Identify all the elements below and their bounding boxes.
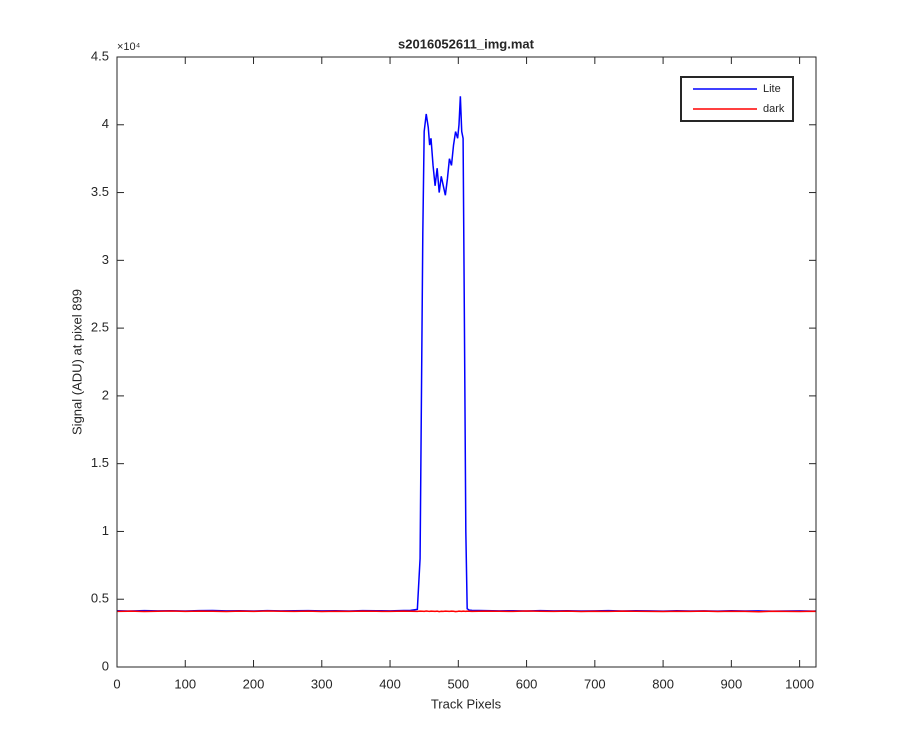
chart-title: s2016052611_img.mat bbox=[398, 36, 535, 51]
x-tick-label: 600 bbox=[516, 676, 538, 691]
y-tick-label: 1 bbox=[102, 523, 109, 538]
y-tick-label: 1.5 bbox=[91, 455, 109, 470]
y-tick-label: 0.5 bbox=[91, 591, 109, 606]
y-tick-label: 4 bbox=[102, 116, 109, 131]
x-tick-label: 800 bbox=[652, 676, 674, 691]
y-axis-label: Signal (ADU) at pixel 899 bbox=[69, 289, 84, 435]
x-tick-label: 500 bbox=[447, 676, 469, 691]
x-tick-label: 700 bbox=[584, 676, 606, 691]
x-tick-label: 0 bbox=[113, 676, 120, 691]
data-line bbox=[116, 610, 817, 613]
legend-label: dark bbox=[763, 103, 785, 115]
y-tick-label: 2 bbox=[102, 387, 109, 402]
y-tick-label: 3.5 bbox=[91, 184, 109, 199]
x-tick-label: 100 bbox=[174, 676, 196, 691]
y-tick-label: 3 bbox=[102, 252, 109, 267]
y-tick-label: 0 bbox=[102, 658, 109, 673]
x-tick-label: 900 bbox=[721, 676, 743, 691]
plot-frame bbox=[116, 56, 817, 668]
y-tick-label: 4.5 bbox=[91, 48, 109, 63]
x-tick-label: 1000 bbox=[785, 676, 814, 691]
y-exponent: ×10⁴ bbox=[117, 41, 141, 53]
x-tick-label: 400 bbox=[379, 676, 401, 691]
x-tick-label: 300 bbox=[311, 676, 333, 691]
y-tick-label: 2.5 bbox=[91, 320, 109, 335]
legend-label: Lite bbox=[763, 83, 781, 95]
x-axis-label: Track Pixels bbox=[431, 696, 502, 711]
legend-box bbox=[680, 76, 794, 122]
x-tick-label: 200 bbox=[243, 676, 265, 691]
